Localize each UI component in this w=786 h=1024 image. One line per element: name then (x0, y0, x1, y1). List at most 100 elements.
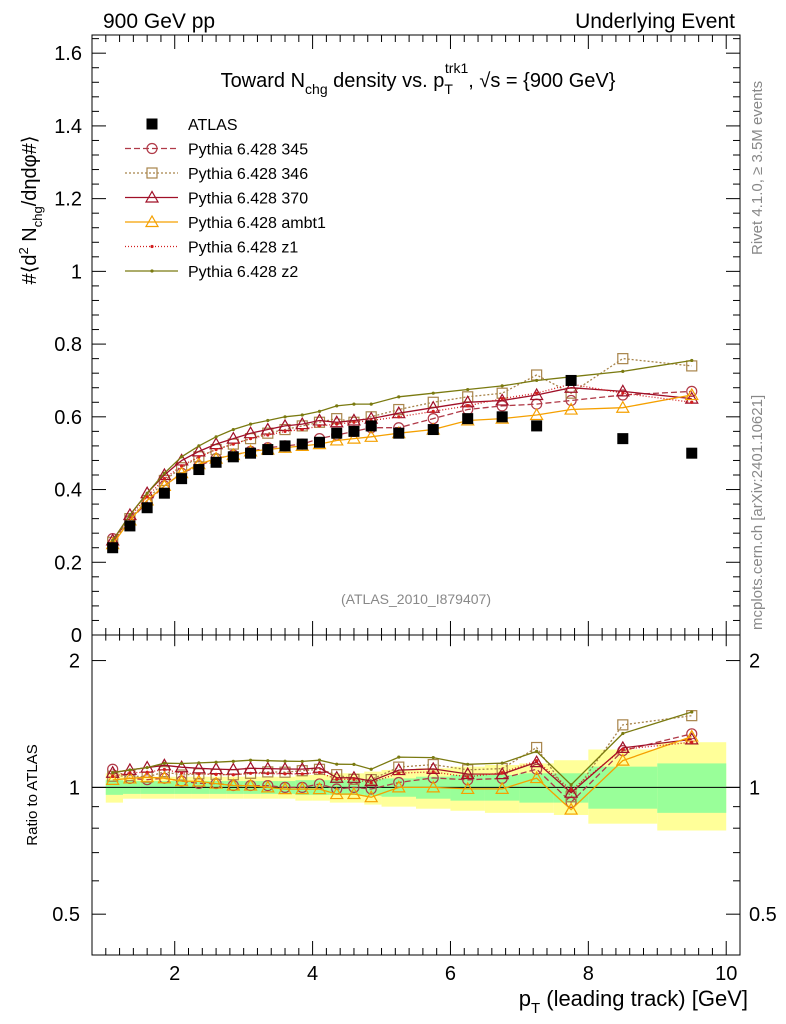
data-point-atlas (176, 473, 188, 485)
xlabel-pre: p (519, 986, 531, 1011)
analysis-id: (ATLAS_2010_I879407) (341, 591, 491, 607)
ratio-point-pythia-6-428-z2 (266, 759, 270, 763)
ratio-point-pythia-6-428-z1 (300, 772, 304, 776)
data-point-pythia-6-428-370 (346, 413, 361, 426)
y-tick-label: 0.4 (54, 480, 82, 502)
data-point-pythia-6-428-z2 (431, 391, 435, 395)
x-tick-label: 4 (307, 963, 318, 985)
ratio-point-pythia-6-428-ambt1 (615, 753, 630, 766)
series-line-pythia-6-428-z2 (112, 359, 692, 541)
data-point-pythia-6-428-z1 (283, 429, 287, 433)
data-point-pythia-6-428-z1 (214, 447, 218, 452)
data-point-pythia-6-428-346 (393, 403, 405, 416)
data-point-pythia-6-428-z1 (535, 391, 539, 395)
legend-label-pythia-6-428-345: Pythia 6.428 345 (188, 142, 308, 159)
data-point-pythia-6-428-z2 (466, 387, 470, 392)
ratio-point-pythia-6-428-z1 (535, 759, 539, 763)
data-point-atlas (141, 502, 153, 514)
legend-label-pythia-6-428-346: Pythia 6.428 346 (188, 166, 308, 183)
data-point-pythia-6-428-ambt1 (346, 431, 361, 444)
x-tick-label: 2 (169, 963, 180, 985)
data-point-atlas (348, 425, 360, 437)
data-point-atlas (158, 487, 170, 499)
ratio-point-pythia-6-428-z2 (180, 761, 184, 766)
data-point-pythia-6-428-ambt1 (529, 407, 544, 421)
ratio-point-pythia-6-428-ambt1 (364, 789, 379, 803)
data-point-pythia-6-428-z1 (145, 495, 149, 499)
series-line-pythia-6-428-370 (112, 387, 692, 541)
data-point-pythia-6-428-370 (529, 387, 544, 401)
ratio-point-pythia-6-428-370 (329, 770, 344, 783)
ratio-point-pythia-6-428-z1 (162, 767, 166, 772)
legend: ATLAS Pythia 6.428 345 Pythia 6.428 346 Pyt… (125, 117, 326, 281)
ratio-series-layer (105, 710, 699, 815)
y-tick-label: 1.4 (54, 116, 82, 138)
xlabel-sub: T (531, 1000, 540, 1017)
data-point-pythia-6-428-ambt1 (564, 402, 579, 415)
series-line-pythia-6-428-346 (112, 357, 692, 543)
ratio-point-pythia-6-428-ambt1 (329, 786, 344, 800)
legend-marker-pythia-6-428-370 (144, 190, 160, 203)
ratio-point-pythia-6-428-z2 (128, 768, 132, 772)
ratio-line-pythia-6-428-z1 (112, 741, 692, 791)
ratio-point-pythia-6-428-z2 (466, 762, 470, 766)
ratio-point-pythia-6-428-370 (615, 740, 630, 754)
ratio-band-green (657, 763, 727, 813)
data-point-atlas (496, 411, 508, 423)
ratio-point-pythia-6-428-370 (460, 766, 475, 780)
data-point-pythia-6-428-z1 (197, 455, 201, 459)
ylabel-e: /dηdφ#⟩ (19, 135, 41, 206)
ratio-line-pythia-6-428-z2 (112, 711, 692, 786)
data-point-pythia-6-428-z1 (466, 404, 470, 408)
ratio-point-pythia-6-428-z1 (500, 771, 504, 775)
ratio-point-pythia-6-428-346 (158, 766, 170, 778)
ratio-point-pythia-6-428-z2 (197, 761, 201, 765)
ratio-point-pythia-6-428-ambt1 (564, 802, 579, 815)
data-point-pythia-6-428-370 (564, 380, 579, 393)
data-point-pythia-6-428-z1 (690, 400, 694, 404)
legend-label-pythia-6-428-370: Pythia 6.428 370 (188, 191, 308, 208)
ratio-point-pythia-6-428-ambt1 (122, 771, 137, 784)
legend-marker-pythia-6-428-z2 (150, 269, 154, 273)
ratio-bands (92, 742, 740, 831)
ratio-point-pythia-6-428-z2 (500, 761, 504, 765)
ratio-tick-label-left: 1 (69, 777, 80, 799)
title-pre: Toward N (221, 70, 305, 92)
ratio-point-pythia-6-428-345 (531, 763, 543, 775)
x-tick-label: 8 (583, 963, 594, 985)
ratio-point-pythia-6-428-z1 (335, 777, 339, 781)
ratio-point-pythia-6-428-370 (564, 785, 579, 798)
data-point-atlas (245, 447, 257, 459)
ratio-frame (91, 634, 741, 956)
y-tick-label: 0.8 (54, 334, 82, 356)
ratio-point-pythia-6-428-ambt1 (209, 776, 224, 789)
data-point-pythia-6-428-z1 (431, 409, 435, 413)
ratio-point-pythia-6-428-z1 (352, 777, 356, 781)
ratio-point-pythia-6-428-370 (529, 754, 544, 768)
ratio-point-pythia-6-428-ambt1 (529, 770, 544, 784)
data-point-pythia-6-428-345 (565, 394, 577, 407)
ratio-point-pythia-6-428-z1 (128, 771, 132, 775)
ratio-point-pythia-6-428-z2 (283, 759, 287, 763)
ratio-point-pythia-6-428-z1 (197, 772, 201, 776)
data-point-atlas (296, 438, 308, 450)
y-tick-label: 1.2 (54, 189, 82, 211)
main-series-layer (105, 353, 699, 554)
x-tick-label: 10 (715, 963, 737, 985)
ratio-point-pythia-6-428-z2 (231, 759, 235, 763)
data-point-pythia-6-428-ambt1 (615, 400, 630, 413)
ratio-tick-label-right: 2 (749, 651, 760, 673)
ratio-point-pythia-6-428-z2 (369, 767, 373, 771)
data-point-pythia-6-428-z1 (500, 397, 504, 401)
ratio-tick-label-right: 1 (749, 777, 760, 799)
xlabel-post: (leading track) [GeV] (540, 986, 748, 1011)
ratio-point-pythia-6-428-z2 (690, 710, 694, 714)
legend-label-pythia-6-428-ambt1: Pythia 6.428 ambt1 (188, 215, 326, 232)
title-sub1: chg (305, 81, 328, 97)
data-point-pythia-6-428-ambt1 (364, 429, 379, 442)
ratio-point-pythia-6-428-z1 (180, 771, 184, 775)
ylabel-b: 2 (16, 247, 31, 254)
data-point-atlas (565, 374, 577, 386)
y-tick-label: 0.6 (54, 407, 82, 429)
title-sub2: T (444, 81, 453, 97)
